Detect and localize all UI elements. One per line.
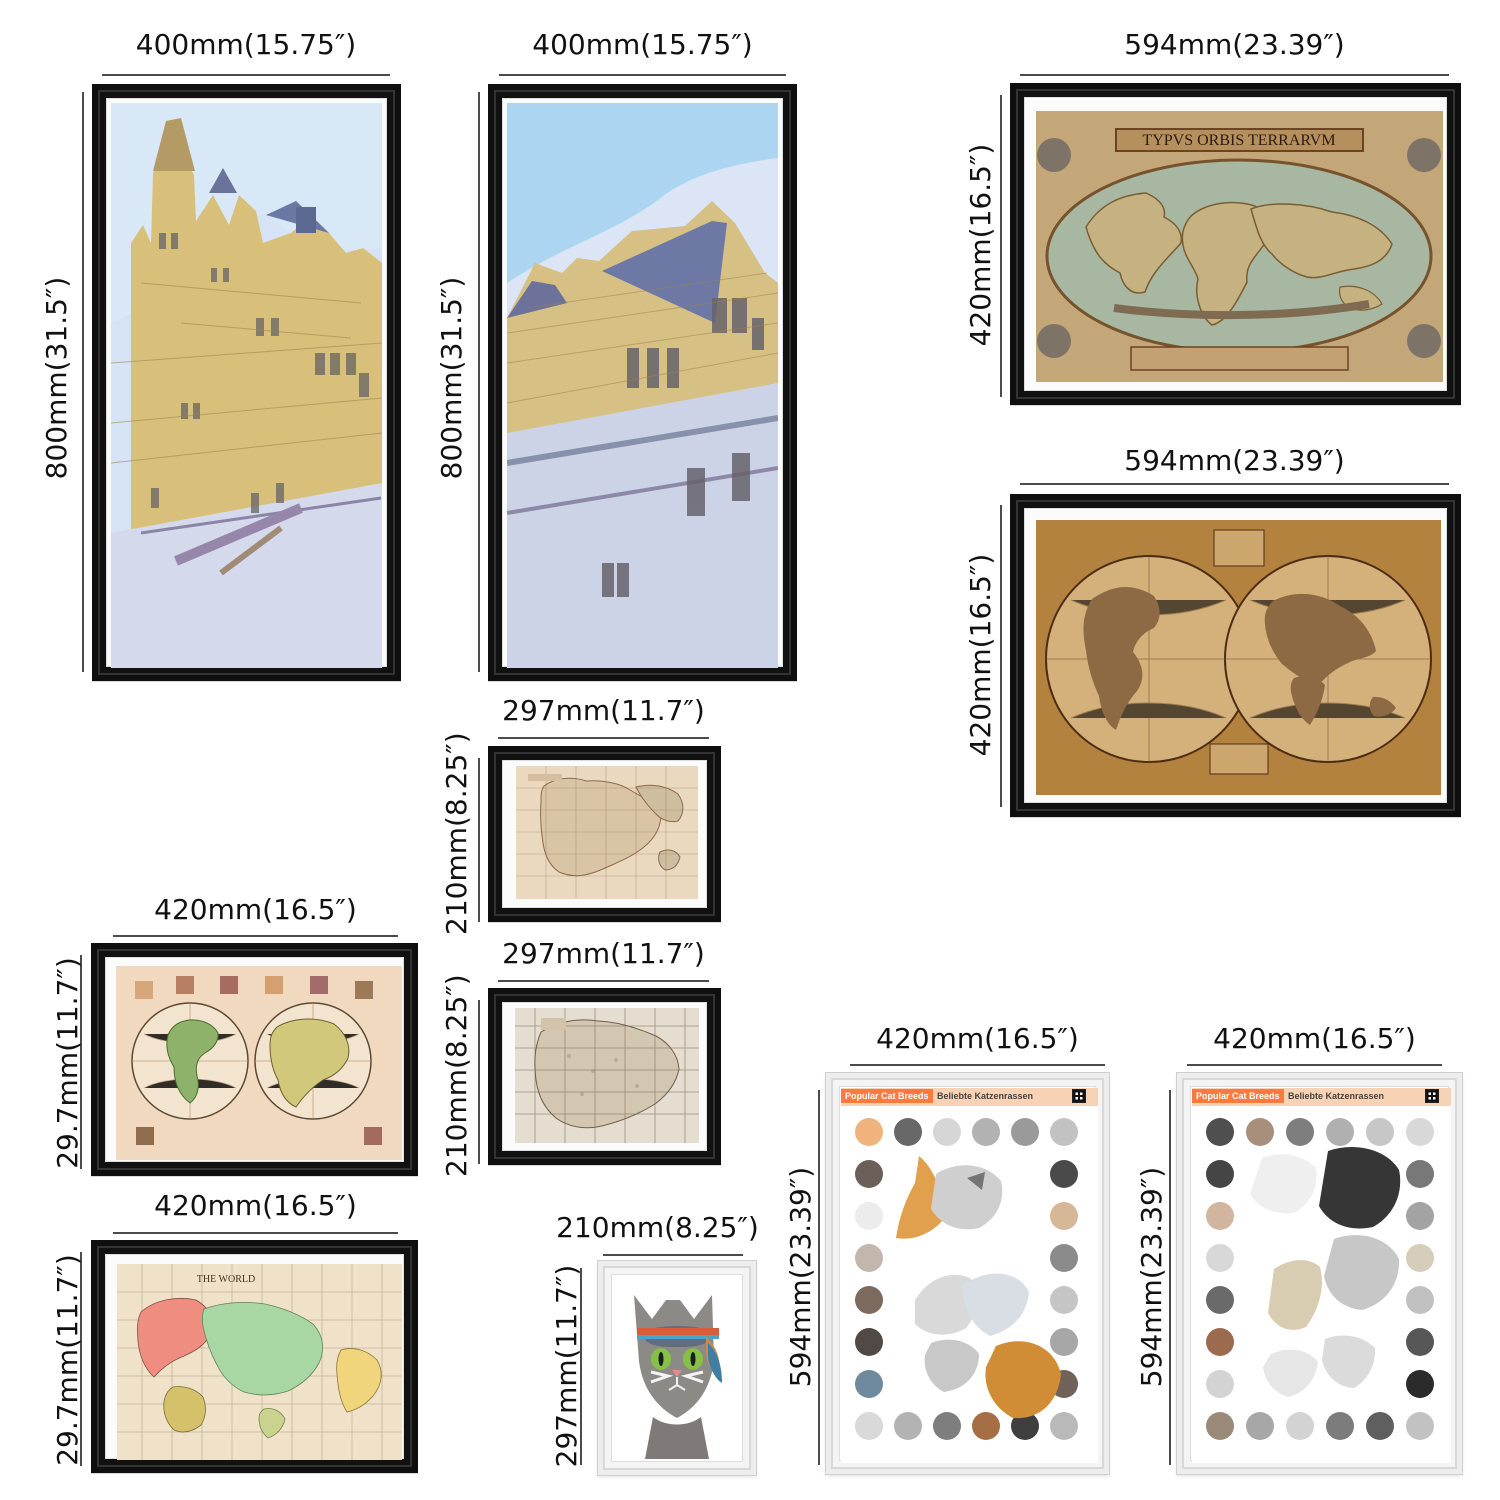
sepia-map-illustration — [1036, 520, 1441, 795]
height-line-castle-right — [478, 92, 480, 672]
height-label-europe-light: 210mm(8.25″) — [440, 732, 473, 935]
poster-title-de-left: Beliebte Katzenrassen — [937, 1091, 1034, 1101]
height-label-sepia-map: 420mm(16.5″) — [964, 553, 997, 757]
height-line-cat-poster-right — [1169, 1090, 1171, 1465]
cat-headband-illustration — [614, 1277, 740, 1459]
height-line-castle-left — [82, 92, 84, 672]
width-line-castle-left — [102, 74, 390, 76]
height-line-sepia-map — [1000, 505, 1002, 807]
europe-light-map-illustration — [516, 766, 698, 899]
height-label-cat-headband: 297mm(11.7″) — [550, 1264, 583, 1468]
height-label-castle-right: 800mm(31.5″) — [435, 276, 468, 480]
ortelius-map-title: TYPVS ORBIS TERRARVM — [1142, 132, 1335, 149]
artwork-castle-left — [111, 103, 382, 668]
frame-europe-dark — [488, 988, 721, 1165]
width-line-castle-right — [499, 74, 786, 76]
artwork-hemisphere-map — [116, 966, 402, 1160]
width-label-world-map: 420mm(16.5″) — [154, 1189, 357, 1222]
height-label-cat-poster-left: 594mm(23.39″) — [784, 1166, 817, 1388]
ortelius-map-illustration: TYPVS ORBIS TERRARVM — [1036, 111, 1443, 382]
height-line-cat-poster-left — [818, 1090, 820, 1465]
width-line-cat-headband — [603, 1254, 743, 1256]
artwork-europe-dark — [515, 1008, 699, 1143]
height-line-cat-headband — [580, 1268, 582, 1465]
width-line-world-map — [113, 1232, 398, 1234]
height-label-hemisphere-map: 29.7mm(11.7″) — [51, 957, 84, 1169]
poster-title-en-left: Popular Cat Breeds — [841, 1089, 933, 1103]
frame-castle-left — [92, 84, 401, 681]
width-label-europe-dark: 297mm(11.7″) — [502, 937, 705, 970]
height-label-cat-poster-right: 594mm(23.39″) — [1135, 1166, 1168, 1388]
castle-left-illustration — [111, 103, 382, 668]
qr-code-left — [1072, 1089, 1086, 1103]
qr-code-right — [1425, 1089, 1439, 1103]
width-label-cat-poster-right: 420mm(16.5″) — [1213, 1022, 1416, 1055]
height-line-europe-dark — [478, 1000, 480, 1164]
height-label-castle-left: 800mm(31.5″) — [40, 276, 73, 480]
height-label-world-map: 29.7mm(11.7″) — [51, 1254, 84, 1466]
frame-world-map: THE WORLD — [91, 1240, 418, 1473]
frame-castle-right — [488, 84, 797, 681]
width-label-hemisphere-map: 420mm(16.5″) — [154, 893, 357, 926]
width-line-cat-poster-right — [1187, 1064, 1442, 1066]
width-line-hemisphere-map — [113, 935, 398, 937]
width-label-cat-poster-left: 420mm(16.5″) — [876, 1022, 1079, 1055]
poster-title-en-right: Popular Cat Breeds — [1192, 1089, 1284, 1103]
artwork-cat-headband — [614, 1277, 740, 1459]
frame-europe-light — [488, 746, 721, 922]
height-label-ortelius-map: 420mm(16.5″) — [964, 143, 997, 347]
width-line-ortelius-map — [1020, 74, 1449, 76]
frame-cat-poster-left: Popular Cat Breeds Beliebte Katzenrassen — [826, 1073, 1109, 1474]
frame-hemisphere-map — [91, 943, 418, 1176]
artwork-sepia-map — [1036, 520, 1441, 795]
hemisphere-map-illustration — [116, 966, 402, 1160]
frame-cat-headband — [598, 1261, 756, 1475]
artwork-europe-light — [516, 766, 698, 899]
height-line-world-map — [80, 1252, 82, 1466]
europe-dark-map-illustration — [515, 1008, 699, 1143]
width-label-ortelius-map: 594mm(23.39″) — [1124, 28, 1345, 61]
height-line-europe-light — [478, 758, 480, 922]
width-label-castle-left: 400mm(15.75″) — [135, 28, 357, 61]
artwork-ortelius-map: TYPVS ORBIS TERRARVM — [1036, 111, 1443, 382]
width-line-europe-dark — [498, 980, 709, 982]
cat-poster-right-illustration — [1192, 1088, 1451, 1463]
height-line-hemisphere-map — [80, 955, 82, 1169]
width-label-castle-right: 400mm(15.75″) — [532, 28, 753, 61]
width-line-sepia-map — [1020, 483, 1449, 485]
height-label-europe-dark: 210mm(8.25″) — [440, 974, 473, 1177]
poster-title-de-right: Beliebte Katzenrassen — [1288, 1091, 1385, 1101]
world-map-title: THE WORLD — [197, 1274, 255, 1285]
frame-cat-poster-right: Popular Cat Breeds Beliebte Katzenrassen — [1177, 1073, 1462, 1474]
width-label-sepia-map: 594mm(23.39″) — [1124, 444, 1345, 477]
cat-poster-left-illustration — [841, 1088, 1098, 1463]
artwork-castle-right — [507, 103, 778, 668]
artwork-cat-poster-left: Popular Cat Breeds Beliebte Katzenrassen — [841, 1088, 1098, 1463]
world-map-illustration: THE WORLD — [117, 1264, 402, 1460]
castle-right-illustration — [507, 103, 778, 668]
width-label-europe-light: 297mm(11.7″) — [502, 694, 705, 727]
height-line-ortelius-map — [1000, 95, 1002, 397]
width-line-cat-poster-left — [850, 1064, 1105, 1066]
artwork-world-map: THE WORLD — [117, 1264, 402, 1460]
artwork-cat-poster-right: Popular Cat Breeds Beliebte Katzenrassen — [1192, 1088, 1451, 1463]
frame-sepia-map — [1010, 494, 1461, 817]
width-label-cat-headband: 210mm(8.25″) — [556, 1211, 759, 1244]
width-line-europe-light — [498, 737, 709, 739]
frame-ortelius-map: TYPVS ORBIS TERRARVM — [1010, 83, 1461, 405]
